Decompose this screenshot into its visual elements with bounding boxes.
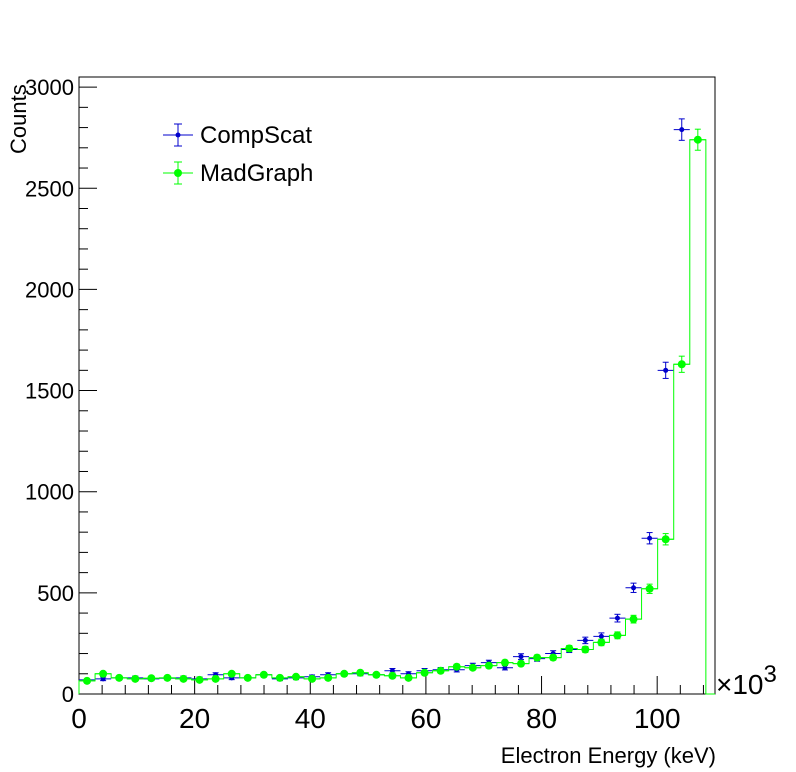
y-tick-label: 2500 bbox=[25, 176, 74, 201]
data-point bbox=[389, 668, 395, 674]
y-tick-label: 0 bbox=[62, 682, 74, 707]
y-tick-label: 2000 bbox=[25, 277, 74, 302]
series-madgraph bbox=[78, 128, 715, 695]
data-point bbox=[647, 535, 653, 541]
x-axis: 0 20 40 60 80 100 bbox=[71, 676, 704, 734]
data-point bbox=[517, 659, 526, 668]
data-point bbox=[83, 676, 92, 685]
data-point bbox=[533, 653, 542, 662]
legend-entry-compscat: CompScat bbox=[163, 122, 312, 149]
data-point bbox=[502, 665, 508, 671]
data-point bbox=[518, 654, 524, 660]
data-point bbox=[613, 631, 622, 640]
data-point bbox=[163, 673, 172, 682]
y-tick-label: 1000 bbox=[25, 480, 74, 505]
y-axis-label: Counts bbox=[6, 84, 31, 154]
data-point bbox=[436, 666, 445, 675]
data-point bbox=[549, 653, 558, 662]
y-tick-label: 500 bbox=[37, 581, 74, 606]
data-point bbox=[147, 674, 156, 683]
data-point bbox=[275, 673, 284, 682]
data-point bbox=[308, 674, 317, 683]
legend-madgraph-marker bbox=[174, 169, 182, 177]
series-layer bbox=[78, 118, 715, 695]
data-point bbox=[663, 367, 669, 373]
data-point bbox=[115, 673, 124, 682]
data-point bbox=[243, 673, 252, 682]
series-compscat bbox=[79, 118, 690, 683]
data-point bbox=[356, 668, 365, 677]
data-point bbox=[631, 585, 637, 591]
data-point bbox=[614, 615, 620, 621]
data-point bbox=[259, 670, 268, 679]
data-point bbox=[227, 669, 236, 678]
data-point bbox=[645, 584, 654, 593]
x-axis-multiplier-exponent: 3 bbox=[764, 661, 777, 688]
x-tick-label: 0 bbox=[71, 703, 87, 734]
legend-madgraph-label: MadGraph bbox=[200, 160, 313, 187]
legend: CompScat MadGraph bbox=[163, 122, 313, 187]
data-point bbox=[195, 675, 204, 684]
data-point bbox=[324, 673, 333, 682]
legend-entry-madgraph: MadGraph bbox=[163, 160, 313, 187]
data-point bbox=[100, 676, 106, 682]
data-point bbox=[597, 638, 606, 647]
data-point bbox=[404, 673, 413, 682]
x-tick-label: 100 bbox=[634, 703, 681, 734]
x-tick-label: 80 bbox=[526, 703, 557, 734]
histogram-outline bbox=[78, 139, 715, 695]
data-point bbox=[565, 644, 574, 653]
data-point bbox=[99, 669, 108, 678]
data-point bbox=[420, 668, 429, 677]
data-point bbox=[582, 637, 588, 643]
data-point bbox=[679, 127, 685, 133]
x-tick-label: 20 bbox=[179, 703, 210, 734]
data-point bbox=[693, 135, 702, 144]
data-point bbox=[598, 633, 604, 639]
data-point bbox=[291, 672, 300, 681]
x-tick-label: 40 bbox=[295, 703, 326, 734]
x-axis-multiplier: ×103 bbox=[716, 661, 777, 700]
y-tick-label: 3000 bbox=[25, 75, 74, 100]
y-axis: 0 500 1000 1500 2000 2500 3000 bbox=[25, 75, 97, 707]
plot-frame bbox=[78, 76, 716, 695]
legend-compscat-marker bbox=[175, 132, 181, 138]
data-point bbox=[484, 661, 493, 670]
data-point bbox=[629, 615, 638, 624]
y-tick-label: 1500 bbox=[25, 379, 74, 404]
x-tick-label: 60 bbox=[410, 703, 441, 734]
x-axis-multiplier-base: ×10 bbox=[716, 669, 764, 700]
data-point bbox=[179, 674, 188, 683]
data-point bbox=[677, 360, 686, 369]
data-point bbox=[468, 663, 477, 672]
data-point bbox=[500, 658, 509, 667]
data-point bbox=[661, 535, 670, 544]
legend-compscat-label: CompScat bbox=[200, 122, 312, 149]
data-point bbox=[131, 674, 140, 683]
data-point bbox=[452, 662, 461, 671]
x-axis-label: Electron Energy (keV) bbox=[501, 743, 716, 768]
data-point bbox=[372, 670, 381, 679]
data-point bbox=[340, 669, 349, 678]
data-point bbox=[211, 674, 220, 683]
data-point bbox=[581, 645, 590, 654]
data-point bbox=[388, 671, 397, 680]
